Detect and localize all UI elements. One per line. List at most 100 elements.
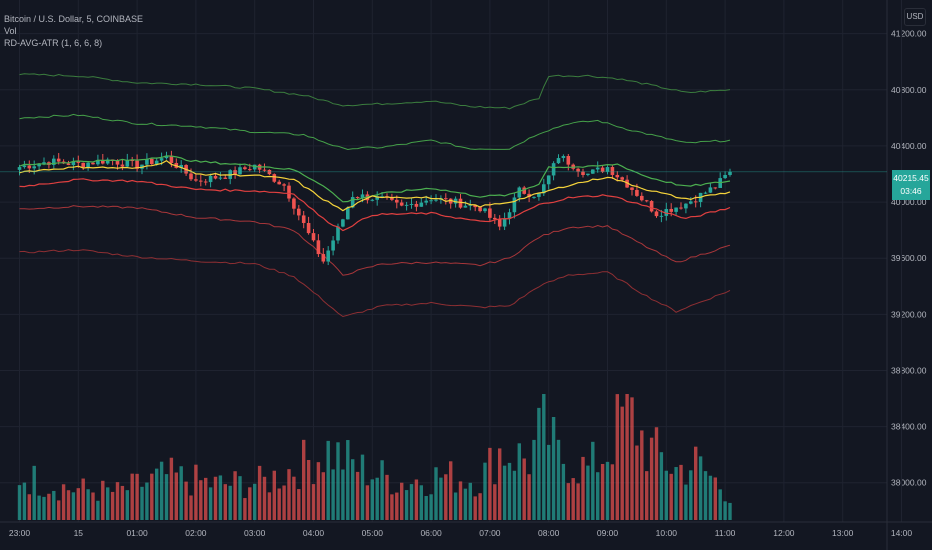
candle-body xyxy=(649,201,654,212)
volume-bar xyxy=(703,471,708,520)
candle-body xyxy=(728,171,732,175)
volume-bar xyxy=(390,494,394,520)
candle-body xyxy=(194,179,198,181)
volume-bar xyxy=(596,472,600,520)
volume-bar xyxy=(713,477,717,520)
candle-body xyxy=(581,171,585,175)
volume-bar xyxy=(498,448,502,520)
volume-label[interactable]: Vol xyxy=(4,26,17,36)
volume-bar xyxy=(42,496,46,520)
candle-body xyxy=(52,158,56,165)
volume-bar xyxy=(537,407,541,520)
candle-body xyxy=(409,203,414,205)
candle-body xyxy=(37,163,41,167)
volume-bar xyxy=(37,495,41,520)
volume-bar xyxy=(292,476,296,520)
candle-body xyxy=(71,161,76,166)
candle-body xyxy=(434,199,438,201)
volume-bar xyxy=(610,464,615,520)
candle-body xyxy=(532,196,536,198)
volume-bar xyxy=(267,492,272,520)
volume-bar xyxy=(277,488,281,520)
volume-bar xyxy=(76,488,80,520)
volume-bar xyxy=(223,484,227,520)
candle-body xyxy=(375,196,379,200)
volume-bar xyxy=(429,494,433,520)
candle-body xyxy=(189,173,193,180)
volume-bar xyxy=(694,446,698,520)
candle-body xyxy=(125,160,130,167)
candle-body xyxy=(27,165,32,169)
volume-bar xyxy=(228,485,232,520)
upper-band-3 xyxy=(19,73,731,110)
volume-bar xyxy=(86,489,90,520)
x-tick-label: 08:00 xyxy=(538,528,560,538)
lower-band-3 xyxy=(19,249,731,318)
volume-bar xyxy=(248,487,252,520)
volume-bar xyxy=(243,498,247,520)
volume-bar xyxy=(512,470,517,520)
candle-body xyxy=(561,156,566,159)
candle-body xyxy=(350,197,355,208)
volume-bar xyxy=(155,468,159,520)
volume-bar xyxy=(233,471,237,520)
volume-bar xyxy=(645,471,649,520)
x-tick-label: 06:00 xyxy=(420,528,442,538)
volume-bar xyxy=(718,489,722,520)
volume-bar xyxy=(306,460,311,520)
candle-body xyxy=(287,185,291,199)
volume-bar xyxy=(679,464,683,520)
volume-bar xyxy=(561,463,566,520)
volume-bar xyxy=(478,493,482,520)
currency-button[interactable]: USD xyxy=(904,8,926,26)
candle-body xyxy=(248,169,252,171)
candle-body xyxy=(56,158,61,162)
candle-body xyxy=(684,203,688,209)
bar-countdown: 03:46 xyxy=(900,186,922,196)
volume-bar xyxy=(649,437,654,520)
volume-bar xyxy=(664,470,668,520)
candle-body xyxy=(708,187,713,193)
indicator-label[interactable]: RD-AVG-ATR (1, 6, 6, 8) xyxy=(4,38,103,48)
candle-body xyxy=(159,158,164,161)
candle-body xyxy=(399,202,404,206)
volume-bar xyxy=(468,482,472,520)
candle-body xyxy=(527,193,531,197)
volume-bar xyxy=(556,439,561,520)
volume-bar xyxy=(326,440,330,520)
y-tick-label: 39600.00 xyxy=(891,253,927,263)
y-tick-label: 40400.00 xyxy=(891,141,927,151)
candle-body xyxy=(292,198,296,209)
candle-body xyxy=(395,199,399,203)
volume-bar xyxy=(115,482,120,520)
candle-body xyxy=(453,198,458,204)
volume-bar xyxy=(120,485,125,520)
volume-bar xyxy=(605,461,610,520)
candle-body xyxy=(620,177,624,180)
volume-bar xyxy=(395,492,399,520)
symbol-label[interactable]: Bitcoin / U.S. Dollar, 5, COINBASE xyxy=(4,14,144,24)
candle-body xyxy=(586,173,590,175)
volume-bar xyxy=(174,472,178,520)
volume-bar xyxy=(483,462,487,520)
candle-body xyxy=(390,197,394,200)
candle-body xyxy=(679,207,683,209)
candle-body xyxy=(478,207,482,212)
volume-bar xyxy=(135,473,139,520)
candle-body xyxy=(346,207,350,220)
volume-bar xyxy=(32,465,36,520)
volume-bar xyxy=(346,440,350,520)
volume-bar xyxy=(576,483,580,520)
candle-body xyxy=(713,187,718,189)
candle-body xyxy=(233,170,237,175)
candle-body xyxy=(625,179,629,188)
candle-body xyxy=(424,200,428,203)
volume-bar xyxy=(566,483,570,520)
candle-body xyxy=(605,167,610,172)
candle-body xyxy=(654,211,659,217)
candle-body xyxy=(120,164,125,167)
volume-bar xyxy=(96,500,100,520)
candle-body xyxy=(96,159,100,165)
